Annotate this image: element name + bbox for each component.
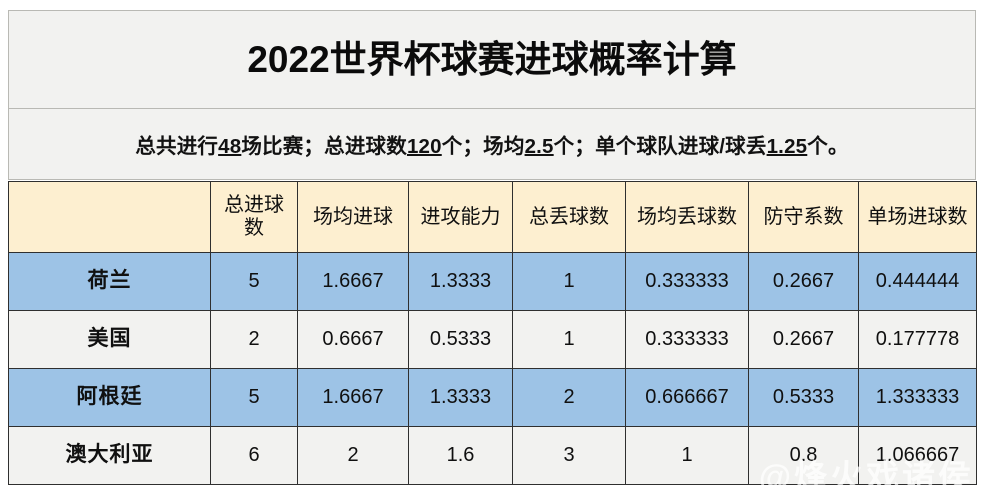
- cell-avg-conceded: 1: [625, 426, 749, 485]
- cell-defense-factor: 0.2667: [748, 252, 859, 311]
- summary-value-avg: 2.5: [524, 135, 554, 158]
- header-defense-factor: 防守系数: [748, 181, 859, 253]
- summary-suffix: 个。: [807, 135, 849, 158]
- cell-total-goals: 6: [210, 426, 298, 485]
- cell-total-goals: 5: [210, 368, 298, 427]
- cell-defense-factor: 0.2667: [748, 310, 859, 369]
- table-header: 总进球数 场均进球 进攻能力 总丢球数 场均丢球数 防守系数 单场进球数: [8, 181, 977, 253]
- cell-goals-per-match: 1.333333: [858, 368, 977, 427]
- cell-total-conceded: 1: [512, 252, 626, 311]
- summary-text: 总共进行48场比赛；总进球数120个；场均2.5个；单个球队进球/球丢1.25个…: [135, 129, 848, 159]
- cell-total-goals: 2: [210, 310, 298, 369]
- table-row: 澳大利亚 6 2 1.6 3 1 0.8 1.066667: [8, 426, 977, 485]
- header-total-conceded: 总丢球数: [512, 181, 626, 253]
- summary-value-goals: 120: [406, 135, 442, 158]
- cell-attack-power: 1.6: [408, 426, 513, 485]
- summary-mid-2: 个；场均: [441, 135, 525, 158]
- cell-avg-conceded: 0.666667: [625, 368, 749, 427]
- cell-attack-power: 1.3333: [408, 252, 513, 311]
- cell-attack-power: 0.5333: [408, 310, 513, 369]
- team-name: 美国: [8, 310, 211, 369]
- cell-total-conceded: 3: [512, 426, 626, 485]
- cell-avg-goals: 1.6667: [297, 368, 409, 427]
- header-row: 总进球数 场均进球 进攻能力 总丢球数 场均丢球数 防守系数 单场进球数: [8, 181, 977, 253]
- cell-attack-power: 1.3333: [408, 368, 513, 427]
- cell-avg-conceded: 0.333333: [625, 310, 749, 369]
- page-title: 2022世界杯球赛进球概率计算: [247, 39, 737, 80]
- summary-mid-1: 场比赛；总进球数: [241, 135, 407, 158]
- cell-total-conceded: 2: [512, 368, 626, 427]
- cell-avg-goals: 0.6667: [297, 310, 409, 369]
- cell-total-goals: 5: [210, 252, 298, 311]
- table-row: 美国 2 0.6667 0.5333 1 0.333333 0.2667 0.1…: [8, 310, 977, 369]
- header-avg-goals: 场均进球: [297, 181, 409, 253]
- title-band: 2022世界杯球赛进球概率计算: [8, 10, 976, 108]
- header-total-goals: 总进球数: [210, 181, 298, 253]
- team-name: 澳大利亚: [8, 426, 211, 485]
- header-attack-power: 进攻能力: [408, 181, 513, 253]
- cell-avg-conceded: 0.333333: [625, 252, 749, 311]
- team-name: 阿根廷: [8, 368, 211, 427]
- cell-defense-factor: 0.5333: [748, 368, 859, 427]
- cell-goals-per-match: 0.444444: [858, 252, 977, 311]
- cell-goals-per-match: 0.177778: [858, 310, 977, 369]
- summary-value-matches: 48: [218, 135, 242, 158]
- cell-avg-goals: 2: [297, 426, 409, 485]
- summary-mid-3: 个；单个球队进球/球丢: [553, 135, 767, 158]
- summary-prefix-1: 总共进行: [135, 135, 219, 158]
- header-corner: [8, 181, 211, 253]
- cell-goals-per-match: 1.066667: [858, 426, 977, 485]
- summary-band: 总共进行48场比赛；总进球数120个；场均2.5个；单个球队进球/球丢1.25个…: [8, 108, 976, 180]
- table-row: 荷兰 5 1.6667 1.3333 1 0.333333 0.2667 0.4…: [8, 252, 977, 311]
- table-row: 阿根廷 5 1.6667 1.3333 2 0.666667 0.5333 1.…: [8, 368, 977, 427]
- table-body: 荷兰 5 1.6667 1.3333 1 0.333333 0.2667 0.4…: [8, 252, 977, 485]
- cell-total-conceded: 1: [512, 310, 626, 369]
- statistics-table: 总进球数 场均进球 进攻能力 总丢球数 场均丢球数 防守系数 单场进球数 荷兰 …: [8, 181, 977, 485]
- summary-value-team-avg: 1.25: [766, 135, 808, 158]
- header-goals-per-match: 单场进球数: [858, 181, 977, 253]
- team-name: 荷兰: [8, 252, 211, 311]
- cell-avg-goals: 1.6667: [297, 252, 409, 311]
- header-avg-conceded: 场均丢球数: [625, 181, 749, 253]
- cell-defense-factor: 0.8: [748, 426, 859, 485]
